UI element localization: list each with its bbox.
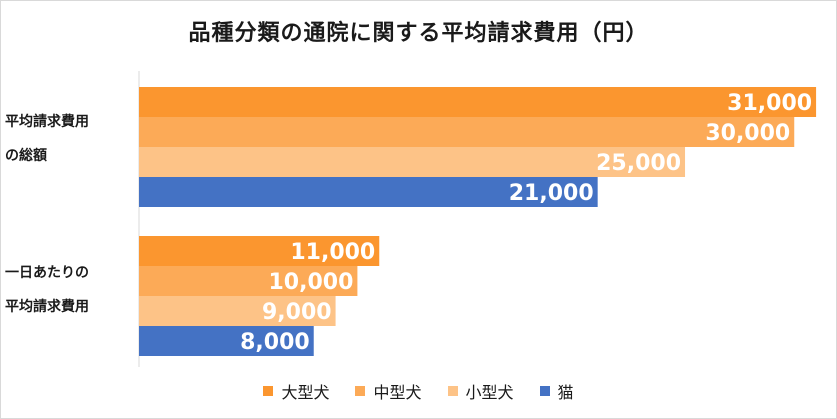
data-label-daily-large-dog: 11,000 [290,240,375,265]
legend: 大型犬 中型犬 小型犬 猫 [1,379,836,403]
category-label-daily-line1: 一日あたりの [5,265,89,281]
category-label-daily: 一日あたりの 平均請求費用 [5,256,133,324]
legend-label-large-dog: 大型犬 [281,383,330,402]
data-label-daily-small-dog: 9,000 [262,300,332,325]
category-label-total-line1: 平均請求費用 [5,114,89,130]
legend-label-medium-dog: 中型犬 [373,383,422,402]
legend-item-large-dog: 大型犬 [263,379,329,403]
bar-total-small-dog [139,147,686,177]
legend-item-small-dog: 小型犬 [447,379,514,403]
legend-item-cat: 猫 [539,379,574,403]
legend-swatch-cat [539,386,550,396]
data-label-total-medium-dog: 30,000 [705,121,790,146]
data-label-total-small-dog: 25,000 [596,151,681,176]
data-label-total-large-dog: 31,000 [727,91,812,116]
data-label-total-cat: 21,000 [509,181,594,206]
bar-total-medium-dog [139,117,795,147]
bar-daily-large-dog [139,236,380,266]
bar-daily-medium-dog [139,266,358,296]
chart-title: 品種分類の通院に関する平均請求費用（円） [188,21,649,46]
bar-daily-cat [139,326,314,356]
bar-total-large-dog [139,87,817,117]
category-label-total-line2: の総額 [5,148,47,164]
data-label-daily-medium-dog: 10,000 [269,270,354,295]
bar-total-cat [139,177,598,207]
legend-item-medium-dog: 中型犬 [355,379,422,403]
bar-daily-small-dog [139,296,336,326]
legend-swatch-large-dog [263,386,274,396]
legend-swatch-small-dog [447,386,458,396]
legend-swatch-medium-dog [355,386,366,396]
category-label-daily-line2: 平均請求費用 [5,299,89,315]
data-label-daily-cat: 8,000 [240,330,310,355]
legend-label-small-dog: 小型犬 [465,383,514,402]
legend-label-cat: 猫 [557,383,574,402]
category-label-total: 平均請求費用 の総額 [5,105,133,173]
